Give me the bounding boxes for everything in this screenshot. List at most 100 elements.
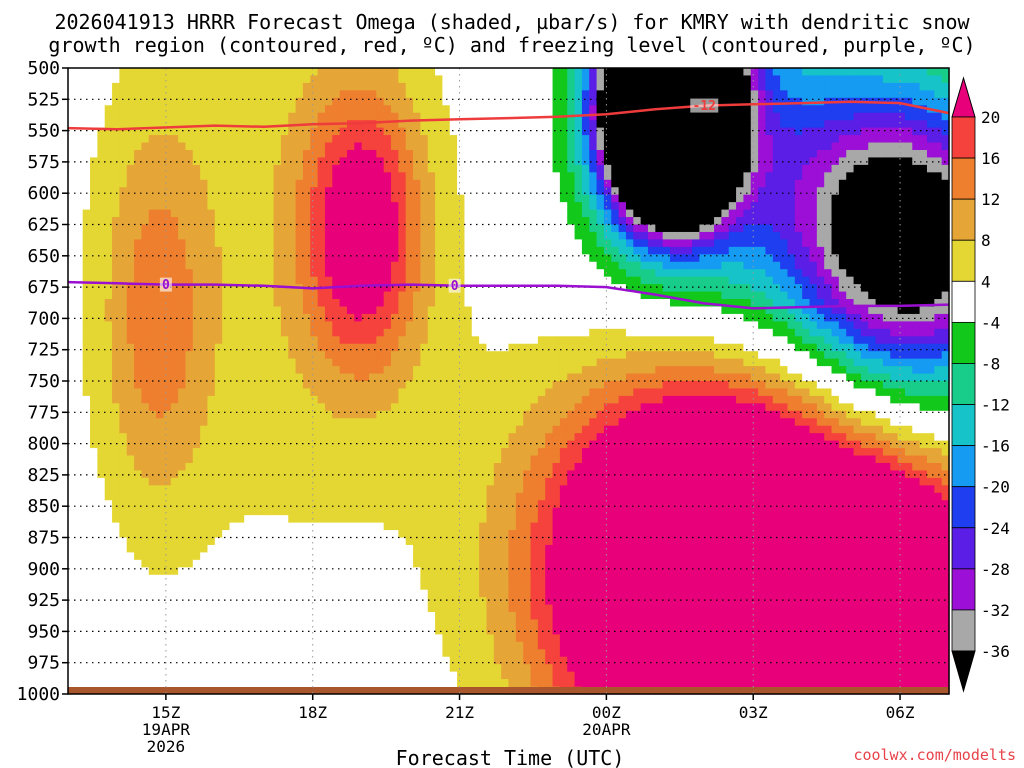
omega-cell bbox=[126, 284, 135, 293]
omega-cell bbox=[295, 291, 304, 300]
omega-cell bbox=[479, 336, 488, 345]
omega-cell bbox=[405, 403, 414, 412]
omega-cell bbox=[200, 120, 209, 129]
omega-cell bbox=[119, 544, 128, 553]
omega-cell bbox=[266, 217, 275, 226]
omega-cell bbox=[148, 127, 157, 136]
omega-cell bbox=[435, 500, 444, 509]
omega-cell bbox=[236, 634, 245, 643]
omega-cell bbox=[479, 597, 488, 606]
omega-cell bbox=[288, 358, 297, 367]
omega-cell bbox=[310, 671, 319, 680]
omega-cell bbox=[376, 194, 385, 203]
omega-cell bbox=[258, 597, 267, 606]
omega-cell bbox=[324, 97, 333, 106]
omega-cell bbox=[324, 544, 333, 553]
omega-cell bbox=[258, 105, 267, 114]
omega-cell bbox=[156, 552, 165, 561]
omega-cell bbox=[405, 418, 414, 427]
omega-cell bbox=[244, 574, 253, 583]
omega-cell bbox=[251, 105, 260, 114]
omega-cell bbox=[112, 276, 120, 285]
omega-cell bbox=[82, 515, 91, 524]
omega-cell bbox=[295, 388, 304, 397]
omega-cell bbox=[361, 597, 370, 606]
omega-cell bbox=[317, 537, 326, 546]
omega-cell bbox=[236, 105, 245, 114]
omega-cell bbox=[119, 276, 128, 285]
omega-cell bbox=[148, 381, 157, 390]
omega-cell bbox=[156, 291, 165, 300]
omega-cell bbox=[75, 544, 84, 553]
omega-cell bbox=[82, 679, 91, 688]
omega-cell bbox=[170, 679, 179, 688]
omega-cell bbox=[251, 231, 260, 240]
omega-cell bbox=[112, 358, 120, 367]
omega-cell bbox=[207, 582, 216, 591]
omega-cell bbox=[288, 537, 297, 546]
omega-cell bbox=[420, 299, 429, 308]
omega-cell bbox=[90, 135, 98, 144]
omega-cell bbox=[119, 381, 128, 390]
omega-cell bbox=[280, 90, 289, 99]
omega-cell bbox=[200, 82, 209, 91]
omega-cell bbox=[134, 306, 143, 315]
omega-cell bbox=[449, 90, 458, 99]
omega-cell bbox=[222, 127, 231, 136]
omega-cell bbox=[178, 604, 187, 613]
omega-cell bbox=[464, 462, 473, 472]
omega-cell bbox=[413, 120, 421, 129]
omega-cell bbox=[295, 567, 304, 576]
omega-cell bbox=[112, 366, 120, 375]
omega-cell bbox=[112, 395, 120, 404]
omega-cell bbox=[449, 418, 458, 427]
omega-cell bbox=[207, 127, 216, 136]
omega-cell bbox=[90, 485, 98, 494]
omega-cell bbox=[104, 492, 113, 501]
omega-cell bbox=[332, 246, 341, 255]
omega-cell bbox=[435, 164, 444, 173]
omega-cell bbox=[332, 552, 341, 561]
omega-cell bbox=[427, 589, 436, 598]
omega-cell bbox=[244, 530, 253, 539]
omega-cell bbox=[222, 291, 231, 300]
omega-cell bbox=[97, 269, 106, 278]
omega-cell bbox=[346, 97, 355, 106]
omega-cell bbox=[244, 224, 253, 233]
omega-cell bbox=[178, 381, 187, 390]
omega-cell bbox=[376, 239, 385, 248]
omega-cell bbox=[391, 224, 399, 233]
omega-cell bbox=[222, 656, 231, 665]
omega-cell bbox=[192, 462, 201, 472]
omega-cell bbox=[229, 157, 238, 166]
omega-cell bbox=[493, 403, 502, 412]
omega-cell bbox=[273, 589, 282, 598]
omega-cell bbox=[244, 351, 253, 360]
omega-cell bbox=[163, 612, 172, 621]
omega-cell bbox=[251, 68, 260, 77]
omega-cell bbox=[148, 149, 157, 159]
omega-cell bbox=[163, 537, 172, 546]
omega-cell bbox=[90, 299, 98, 308]
omega-cell bbox=[369, 172, 377, 181]
omega-cell bbox=[383, 231, 392, 240]
omega-cell bbox=[324, 612, 333, 621]
omega-cell bbox=[302, 157, 311, 166]
omega-cell bbox=[486, 254, 495, 263]
omega-cell bbox=[258, 507, 267, 516]
omega-cell bbox=[148, 328, 157, 337]
omega-cell bbox=[442, 403, 451, 412]
omega-cell bbox=[420, 544, 429, 553]
omega-cell bbox=[391, 425, 399, 434]
omega-cell bbox=[258, 351, 267, 360]
omega-cell bbox=[479, 612, 488, 621]
omega-cell bbox=[134, 68, 143, 77]
omega-cell bbox=[405, 194, 414, 203]
omega-cell bbox=[75, 656, 84, 665]
omega-cell bbox=[236, 149, 245, 159]
omega-cell bbox=[361, 120, 370, 129]
omega-cell bbox=[68, 671, 76, 680]
omega-cell bbox=[471, 448, 480, 457]
omega-cell bbox=[420, 507, 429, 516]
omega-cell bbox=[288, 649, 297, 658]
